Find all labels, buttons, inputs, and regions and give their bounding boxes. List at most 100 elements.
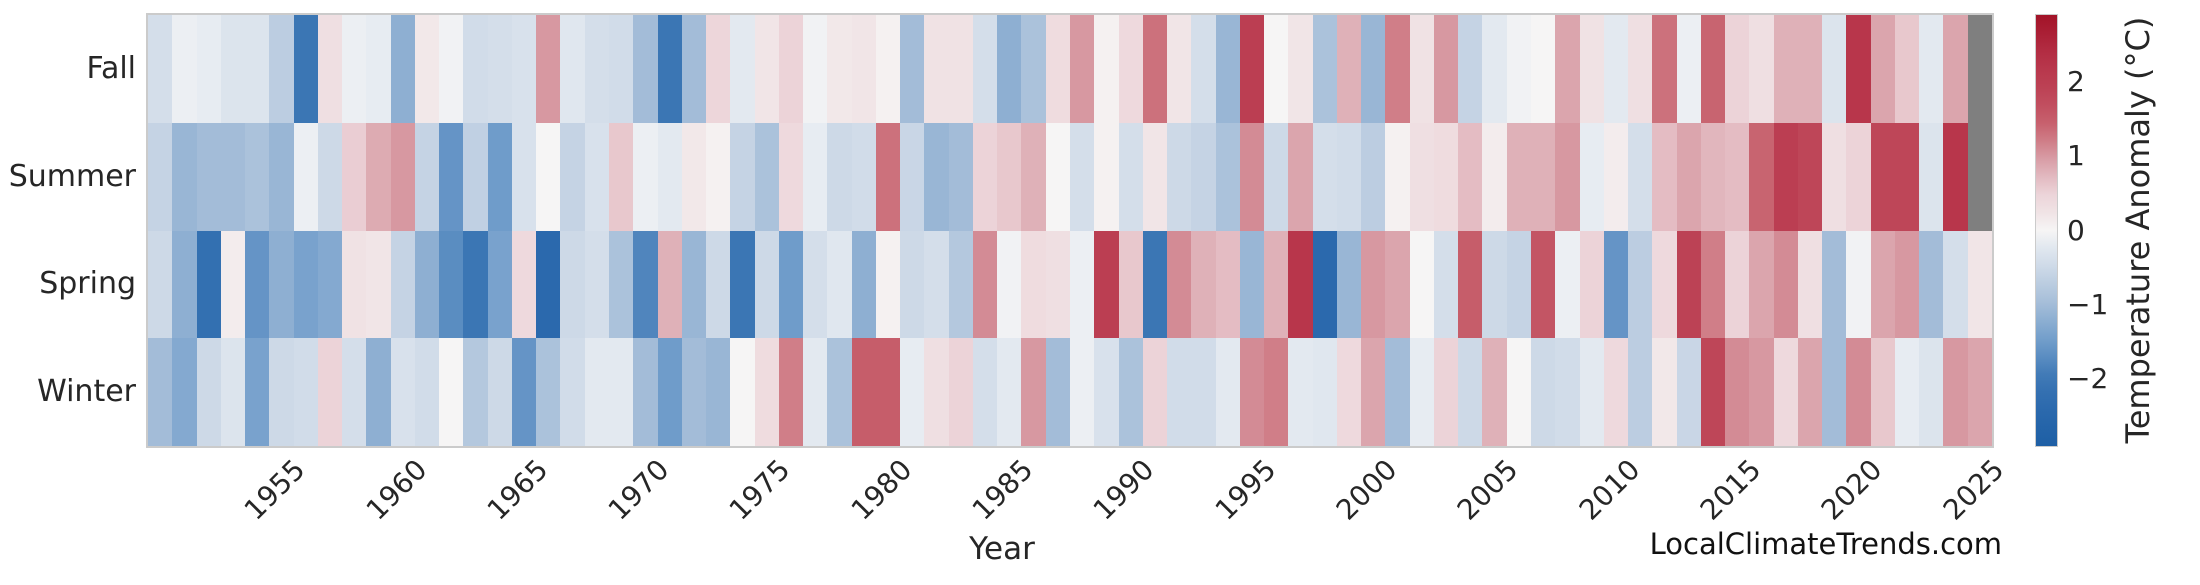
- heatmap-cell: [1676, 122, 1701, 231]
- colorbar-tick-label: −1: [2067, 287, 2109, 321]
- heatmap-cell: [1458, 338, 1483, 446]
- heatmap-cell: [1919, 15, 1944, 123]
- heatmap-cell: [1894, 338, 1920, 446]
- heatmap-cell: [1191, 338, 1216, 446]
- heatmap-cell: [1409, 15, 1434, 123]
- heatmap-cell: [1579, 122, 1604, 231]
- heatmap-cell: [414, 15, 440, 123]
- heatmap-cell: [1943, 338, 1968, 446]
- heatmap-cell: [220, 15, 246, 123]
- heatmap-cell: [1264, 15, 1289, 123]
- heatmap-cell: [1433, 338, 1459, 446]
- heatmap-cell: [1482, 122, 1507, 231]
- heatmap-cell: [366, 338, 391, 446]
- heatmap-cell: [487, 15, 512, 123]
- heatmap-cell: [317, 122, 343, 231]
- heatmap-cell: [269, 15, 294, 123]
- heatmap-cell: [1652, 122, 1677, 231]
- heatmap-cell: [1967, 122, 1992, 231]
- heatmap-cell: [1409, 230, 1434, 339]
- y-tick-label: Spring: [39, 266, 136, 302]
- heatmap-cell: [924, 338, 949, 446]
- heatmap-cell: [1288, 15, 1313, 123]
- heatmap-cell: [900, 230, 925, 339]
- colorbar-tick-label: −2: [2067, 362, 2109, 396]
- heatmap-cell: [1045, 122, 1070, 231]
- heatmap-cell: [1628, 122, 1653, 231]
- heatmap-cell: [997, 122, 1022, 231]
- heatmap-cell: [390, 230, 415, 339]
- colorbar-tick-label: 1: [2067, 139, 2085, 173]
- heatmap-cell: [997, 230, 1022, 339]
- heatmap-cell: [754, 122, 779, 231]
- colorbar-tick-label: 0: [2067, 213, 2085, 247]
- heatmap-cell: [317, 230, 343, 339]
- heatmap-cell: [997, 338, 1022, 446]
- heatmap-cell: [1142, 122, 1168, 231]
- heatmap-cell: [220, 230, 246, 339]
- heatmap-cell: [439, 15, 464, 123]
- heatmap-cell: [1725, 230, 1750, 339]
- heatmap-cell: [463, 15, 488, 123]
- heatmap-cell: [681, 15, 707, 123]
- heatmap-cell: [1361, 338, 1386, 446]
- heatmap-cell: [342, 230, 367, 339]
- heatmap-cell: [1264, 338, 1289, 446]
- heatmap-cell: [1288, 338, 1313, 446]
- heatmap-cell: [1021, 338, 1046, 446]
- heatmap-cell: [754, 338, 779, 446]
- heatmap-cell: [560, 122, 585, 231]
- heatmap-cell: [1167, 338, 1192, 446]
- heatmap-cell: [1919, 122, 1944, 231]
- heatmap-cell: [1749, 15, 1774, 123]
- heatmap-cell: [1725, 122, 1750, 231]
- x-tick-label: 1970: [601, 452, 676, 527]
- heatmap-cell: [1555, 122, 1580, 231]
- heatmap-cell: [681, 338, 707, 446]
- heatmap-cell: [730, 230, 755, 339]
- heatmap-cell: [172, 338, 197, 446]
- heatmap-cell: [1531, 230, 1556, 339]
- heatmap-cell: [657, 338, 682, 446]
- heatmap-cell: [851, 15, 876, 123]
- heatmap-cell: [900, 15, 925, 123]
- heatmap-cell: [924, 230, 949, 339]
- heatmap-cell: [1458, 122, 1483, 231]
- colorbar: [2035, 14, 2058, 447]
- heatmap-cell: [366, 15, 391, 123]
- x-tick-label: 1955: [237, 452, 312, 527]
- heatmap-cell: [220, 122, 246, 231]
- heatmap-cell: [706, 230, 731, 339]
- heatmap-cell: [1409, 338, 1434, 446]
- heatmap-cell: [1482, 15, 1507, 123]
- heatmap-cell: [487, 122, 512, 231]
- heatmap-cell: [439, 122, 464, 231]
- heatmap-cell: [560, 15, 585, 123]
- heatmap-cell: [1603, 338, 1629, 446]
- heatmap-cell: [487, 338, 512, 446]
- heatmap-cell: [1118, 15, 1143, 123]
- heatmap-cell: [1531, 122, 1556, 231]
- heatmap-cell: [633, 122, 658, 231]
- heatmap-cell: [1458, 230, 1483, 339]
- heatmap-cell: [1021, 15, 1046, 123]
- x-tick-label: 1975: [723, 452, 797, 527]
- heatmap-cell: [1943, 15, 1968, 123]
- heatmap-cell: [875, 122, 901, 231]
- heatmap-cell: [342, 338, 367, 446]
- heatmap-cell: [1894, 122, 1920, 231]
- heatmap-cell: [1070, 338, 1095, 446]
- heatmap-cell: [1239, 230, 1265, 339]
- heatmap-cell: [1167, 122, 1192, 231]
- heatmap-cell: [463, 230, 488, 339]
- heatmap-cell: [1943, 122, 1968, 231]
- heatmap-cell: [1773, 338, 1798, 446]
- heatmap-cell: [1773, 15, 1798, 123]
- x-tick-label: 2025: [1936, 452, 2011, 527]
- heatmap-cell: [511, 338, 537, 446]
- heatmap-cell: [1312, 230, 1337, 339]
- heatmap-cell: [706, 338, 731, 446]
- heatmap-cell: [1676, 230, 1701, 339]
- heatmap-cell: [1943, 230, 1968, 339]
- heatmap-cell: [560, 338, 585, 446]
